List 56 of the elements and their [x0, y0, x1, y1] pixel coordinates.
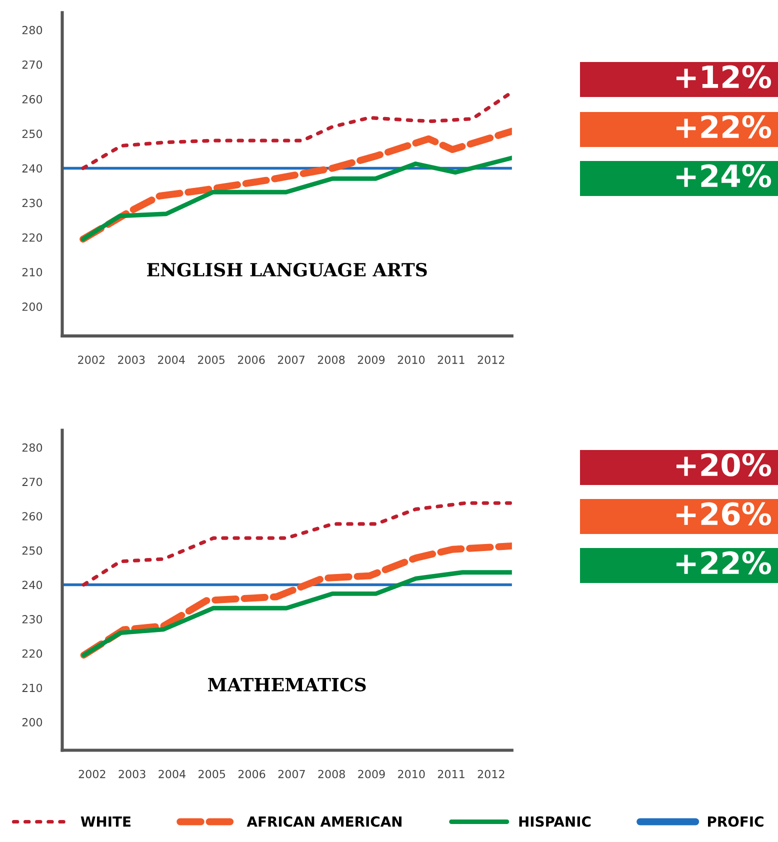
y-tick-label: 200 [22, 718, 42, 726]
y-tick-label: 220 [22, 233, 42, 242]
y-tick-label: 270 [22, 60, 42, 69]
text: +22% [676, 115, 772, 138]
x-tick-label: 2002 [78, 770, 106, 778]
line-series [82, 570, 512, 658]
x-tick-label: 2012 [478, 770, 504, 778]
x-tick-label: 2005 [198, 770, 226, 778]
x-tick-label: 2005 [198, 356, 225, 364]
x-tick-label: 2006 [238, 770, 266, 778]
x-tick-label: 2003 [118, 356, 145, 364]
y-tick-label: 230 [22, 615, 42, 624]
legend-label: HISPANIC [519, 816, 591, 827]
x-tick-label: 2008 [318, 356, 345, 364]
legend-label: PROFIC [708, 816, 764, 827]
x-tick-label: 2007 [278, 356, 304, 364]
text: +24% [676, 164, 772, 188]
x-tick-label: 2002 [78, 356, 104, 364]
x-tick-label: 2003 [118, 770, 146, 778]
y-tick-label: 210 [22, 268, 42, 276]
x-tick-label: 2009 [358, 770, 385, 778]
y-tick-label: 200 [22, 302, 42, 311]
x-tick-label: 2004 [158, 770, 186, 778]
legend-label: WHITE [80, 816, 130, 827]
text: MATHEMATICS [208, 678, 366, 692]
y-tick-label: 280 [22, 26, 42, 34]
y-tick-label: 280 [22, 443, 42, 452]
x-tick-label: 2011 [438, 770, 464, 778]
x-tick-label: 2008 [318, 770, 345, 778]
text: +22% [676, 551, 772, 574]
x-tick-label: 2004 [158, 356, 185, 364]
legend-label: AFRICAN AMERICAN [246, 816, 402, 827]
text: +20% [676, 453, 772, 476]
text: +12% [676, 65, 772, 88]
y-tick-label: 270 [22, 478, 42, 486]
y-tick-label: 240 [22, 580, 42, 590]
y-tick-label: 250 [22, 130, 42, 138]
y-tick-label: 210 [22, 684, 42, 692]
line-series [80, 156, 512, 242]
x-tick-label: 2007 [278, 770, 305, 778]
y-tick-label: 260 [22, 512, 42, 520]
x-tick-label: 2012 [478, 356, 504, 364]
text: +26% [676, 502, 772, 526]
y-tick-label: 230 [22, 198, 42, 208]
x-tick-label: 2010 [398, 356, 425, 364]
x-tick-label: 2006 [238, 356, 265, 364]
text: ENGLISH LANGUAGE ARTS [147, 262, 427, 277]
x-tick-label: 2010 [398, 770, 425, 778]
line-series [81, 90, 512, 170]
x-tick-label: 2009 [358, 356, 385, 364]
y-tick-label: 250 [22, 546, 42, 555]
line-series [82, 501, 512, 587]
x-tick-label: 2011 [438, 356, 464, 364]
y-tick-label: 220 [22, 649, 42, 658]
y-tick-label: 240 [22, 164, 42, 173]
y-tick-label: 260 [22, 95, 42, 104]
